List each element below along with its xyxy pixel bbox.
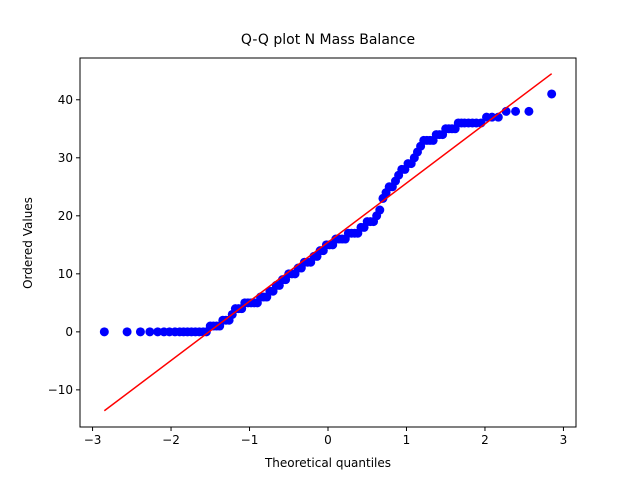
y-tick-label: −10	[48, 383, 73, 397]
point	[145, 327, 155, 337]
point	[547, 89, 557, 99]
x-tick-label: −2	[162, 433, 180, 447]
plot-frame	[79, 57, 577, 428]
point	[122, 327, 132, 337]
y-tick-label: 10	[58, 267, 73, 281]
y-tick-label: 30	[58, 151, 73, 165]
fit-line	[103, 73, 553, 412]
x-tick-label: 1	[403, 433, 411, 447]
chart-title: Q-Q plot N Mass Balance	[241, 32, 415, 48]
x-tick-label: −3	[84, 433, 102, 447]
y-tick-label: 40	[58, 93, 73, 107]
point	[135, 327, 145, 337]
x-tick-label: 0	[324, 433, 332, 447]
point	[524, 106, 534, 116]
x-tick-label: 2	[481, 433, 489, 447]
point	[153, 327, 163, 337]
x-tick-label: 3	[560, 433, 568, 447]
point	[99, 327, 109, 337]
x-tick-label: −1	[241, 433, 259, 447]
point	[511, 106, 521, 116]
y-tick-label: 0	[65, 325, 73, 339]
y-tick-label: 20	[58, 209, 73, 223]
point	[375, 205, 385, 215]
x-axis-label: Theoretical quantiles	[264, 456, 391, 470]
y-axis-label: Ordered Values	[21, 197, 35, 289]
